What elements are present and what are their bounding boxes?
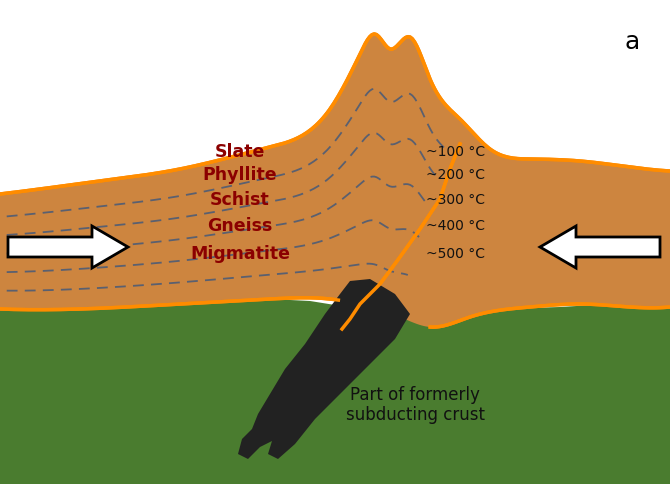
Polygon shape: [540, 227, 660, 269]
Text: ~500 °C: ~500 °C: [426, 246, 485, 260]
Text: Gneiss: Gneiss: [207, 216, 273, 235]
Polygon shape: [238, 279, 410, 459]
Polygon shape: [8, 227, 128, 269]
Text: a: a: [625, 30, 641, 54]
Text: Part of formerly
subducting crust: Part of formerly subducting crust: [346, 385, 485, 424]
Text: ~400 °C: ~400 °C: [426, 219, 485, 232]
Text: ~100 °C: ~100 °C: [426, 145, 485, 159]
Polygon shape: [0, 35, 670, 328]
Text: Schist: Schist: [210, 191, 270, 209]
Polygon shape: [0, 300, 670, 484]
Text: Phyllite: Phyllite: [203, 166, 277, 183]
Text: ~300 °C: ~300 °C: [426, 193, 485, 207]
Text: Migmatite: Migmatite: [190, 244, 290, 262]
Text: Slate: Slate: [215, 143, 265, 161]
Text: ~200 °C: ~200 °C: [426, 167, 485, 182]
